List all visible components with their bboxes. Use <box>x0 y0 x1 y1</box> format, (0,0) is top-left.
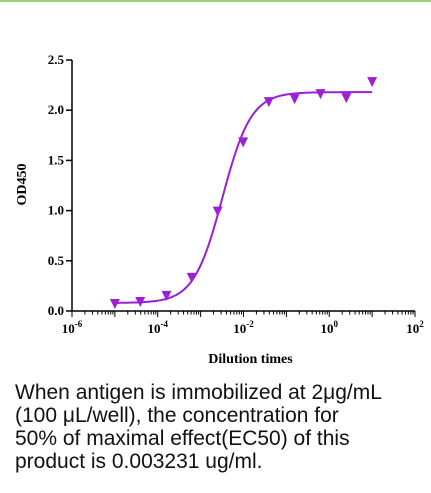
data-point <box>186 272 197 283</box>
data-points-layer <box>109 77 378 309</box>
dose-response-chart: 0.0 0.5 1.0 1.5 2.0 2.5 10-6 10-4 10-2 100 102 Dil… <box>15 52 425 367</box>
data-point <box>109 298 120 309</box>
x-tick-label: 10-6 <box>62 319 83 336</box>
y-axis-label: OD450 <box>15 164 30 206</box>
data-point <box>341 93 352 104</box>
chart-axes: 0.0 0.5 1.0 1.5 2.0 2.5 10-6 10-4 10-2 100 102 <box>48 52 425 336</box>
x-tick-label: 100 <box>321 319 339 336</box>
fit-curve-layer <box>114 91 373 304</box>
data-point <box>263 97 274 108</box>
fit-curve <box>114 91 373 304</box>
x-tick-label: 10-2 <box>233 319 254 336</box>
data-point <box>289 94 300 105</box>
caption-text: When antigen is immobilized at 2μg/mL (1… <box>15 381 382 473</box>
x-axis-label: Dilution times <box>208 352 293 367</box>
x-tick-label: 10-4 <box>148 319 169 336</box>
y-tick-label: 0.5 <box>48 253 65 268</box>
y-tick-label: 0.0 <box>48 303 64 318</box>
y-tick-label: 2.5 <box>48 52 65 67</box>
data-point <box>315 89 326 100</box>
y-tick-label: 1.5 <box>48 152 65 167</box>
y-tick-label: 2.0 <box>48 102 64 117</box>
data-point <box>161 290 172 301</box>
data-point <box>212 206 223 217</box>
top-accent-rule <box>0 0 431 2</box>
y-tick-label: 1.0 <box>48 203 64 218</box>
data-point <box>238 137 249 148</box>
x-tick-label: 102 <box>406 319 424 336</box>
data-point <box>135 296 146 307</box>
data-point <box>367 77 378 88</box>
